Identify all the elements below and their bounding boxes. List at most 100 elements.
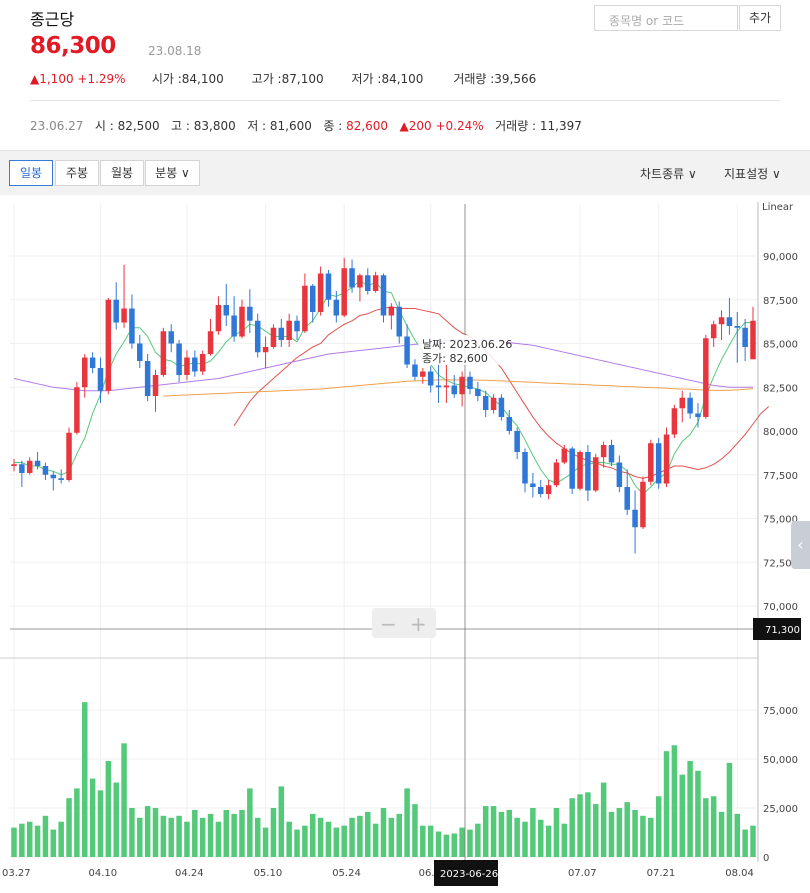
volume-bar: [270, 808, 277, 857]
candle-body: [600, 445, 607, 458]
tab-minute[interactable]: 분봉 ∨: [145, 160, 200, 186]
volume-bar: [608, 811, 615, 857]
candle-body: [710, 324, 717, 339]
candle-body: [270, 327, 277, 347]
volume-bar: [585, 792, 591, 857]
volume-bar: [137, 817, 143, 857]
stock-chart[interactable]: Linear 90,000 87,500 85,000 82,500 80,000 77,…: [0, 194, 810, 893]
candle-body: [451, 385, 458, 395]
candle-body: [254, 320, 261, 353]
candle-body: [537, 487, 544, 494]
candle-body: [302, 285, 308, 332]
candle-body: [632, 509, 638, 528]
volume-bars: [11, 702, 756, 857]
volume-bar: [286, 821, 292, 857]
volume-bar: [207, 813, 214, 857]
date-tick-label: 04.24: [175, 868, 204, 879]
tab-daily[interactable]: 일봉: [9, 160, 53, 186]
candle-body: [561, 448, 568, 463]
volume-bar: [742, 829, 748, 857]
candle-body: [388, 306, 395, 316]
candle-body: [553, 462, 560, 486]
low-label: 저가 :: [351, 72, 382, 86]
volume-bar: [750, 825, 756, 857]
tab-weekly[interactable]: 주봉: [55, 160, 99, 186]
candle-body: [365, 275, 371, 291]
volume-bar: [616, 808, 623, 857]
candle-body: [325, 273, 332, 300]
volume-bar: [593, 804, 599, 857]
volume-bar: [420, 825, 426, 857]
volume-bar: [254, 817, 261, 857]
candle-body: [663, 434, 670, 484]
candle-body: [349, 268, 355, 288]
hover-volume: 거래량 : 11,397: [495, 119, 582, 133]
hover-date: 23.06.27: [30, 119, 84, 133]
divider: [30, 100, 780, 101]
candle-body: [420, 371, 426, 377]
volume-bar: [26, 821, 33, 857]
price-tick-label: 85,000: [763, 340, 798, 351]
indicator-settings-dropdown[interactable]: 지표설정 ∨: [724, 167, 781, 181]
volume-bar: [679, 774, 685, 857]
side-panel-toggle[interactable]: ‹: [791, 521, 810, 569]
candle-body: [522, 452, 528, 484]
date-tick-label: 07.21: [647, 868, 676, 879]
volume-bar: [325, 821, 332, 857]
stock-name: 종근당: [30, 10, 75, 29]
candle-body: [624, 487, 630, 510]
candle-body: [608, 445, 615, 463]
candle-body: [105, 299, 112, 391]
candle-body: [129, 308, 135, 344]
candle-body: [168, 331, 174, 344]
tab-monthly[interactable]: 월봉: [100, 160, 144, 186]
volume-bar: [663, 751, 670, 857]
candle-body: [341, 268, 347, 316]
volume-label: 거래량 :: [453, 72, 495, 86]
search-input[interactable]: 종목명 or 코드: [594, 5, 738, 31]
candle-body: [58, 478, 64, 480]
candle-body: [19, 464, 25, 473]
volume-bar: [451, 833, 458, 857]
zoom-in-button[interactable]: +: [410, 612, 427, 636]
volume-bar: [349, 817, 355, 857]
candle-body: [89, 357, 96, 368]
volume-bar: [671, 745, 678, 857]
candle-body: [294, 320, 300, 332]
zoom-out-button[interactable]: −: [380, 612, 397, 636]
high-label: 고가 :: [251, 72, 282, 86]
candle-body: [262, 347, 269, 353]
candle-body: [215, 305, 222, 332]
volume-bar: [412, 804, 418, 857]
date-tick-label: 05.10: [254, 868, 283, 879]
hover-change: ▲200 +0.24%: [399, 119, 484, 133]
volume-bar: [365, 811, 371, 857]
volume-bar: [522, 821, 528, 857]
candle-body: [372, 275, 379, 291]
volume-bar: [262, 827, 269, 857]
ma-line-ma20: [233, 306, 770, 479]
candle-body: [82, 357, 88, 388]
volume-bar: [396, 813, 402, 857]
volume-bar: [537, 819, 544, 857]
chart-type-dropdown[interactable]: 차트종류 ∨: [640, 167, 697, 181]
add-button[interactable]: 추가: [739, 5, 781, 31]
price-date: 23.08.18: [148, 44, 202, 58]
candle-body: [577, 452, 583, 489]
price-tick-label: 75,000: [763, 515, 798, 526]
candle-body: [718, 317, 725, 325]
volume-bar: [50, 829, 57, 857]
volume-bar: [718, 811, 725, 857]
open-label: 시가 :: [151, 72, 182, 86]
candle-body: [734, 326, 741, 328]
candle-body: [317, 273, 324, 312]
date-tick-label: 08.04: [725, 868, 754, 879]
candle-body: [648, 443, 654, 482]
candle-body: [679, 397, 685, 409]
candle-body: [176, 343, 182, 375]
volume-bar: [239, 809, 245, 857]
candle-body: [97, 368, 104, 391]
candle-body: [333, 299, 340, 316]
date-tick-label: 06.09: [419, 868, 448, 879]
date-tick-label: 03.27: [2, 868, 31, 879]
